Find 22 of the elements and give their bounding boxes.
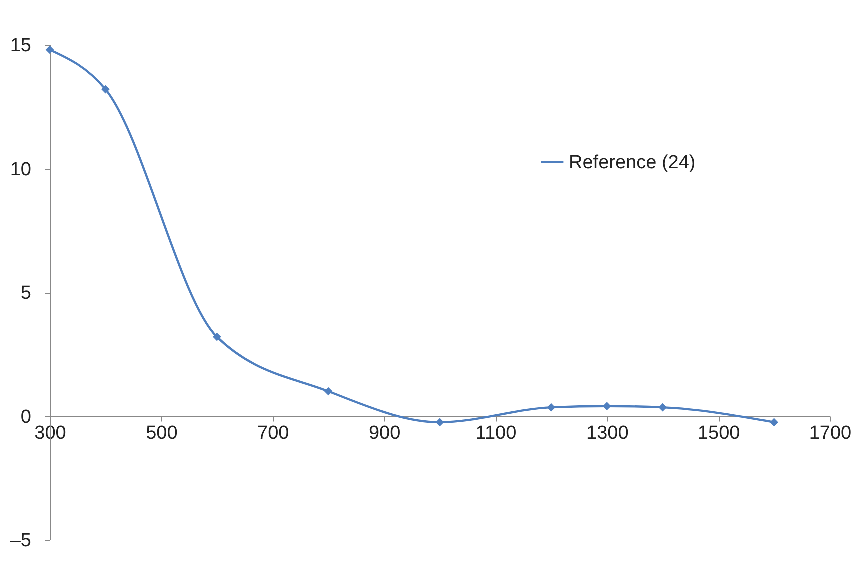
point — [770, 418, 778, 427]
legend-label: Reference (24) — [569, 152, 696, 174]
y-tick-label: 0 — [20, 406, 32, 428]
point — [602, 402, 612, 411]
y-tick-label: 10 — [10, 159, 32, 180]
x-tick-label: 1500 — [698, 422, 740, 444]
x-tick-label: 900 — [368, 422, 401, 444]
y-tick-label: –5 — [10, 530, 32, 552]
x-tick-label: 1300 — [586, 422, 629, 444]
x-tick-label: 1100 — [476, 422, 517, 444]
point — [324, 387, 333, 396]
y-tick-label: 15 — [10, 36, 32, 56]
point — [658, 403, 668, 412]
x-tick-label: 500 — [146, 422, 178, 444]
point — [436, 418, 444, 427]
point — [212, 332, 222, 342]
point — [102, 85, 110, 94]
x-tick-label: 1700 — [809, 422, 852, 444]
x-tick-label: 700 — [258, 422, 290, 444]
point — [547, 403, 556, 412]
y-tick-label: 5 — [20, 283, 32, 304]
x-tick-label: 300 — [34, 422, 66, 444]
